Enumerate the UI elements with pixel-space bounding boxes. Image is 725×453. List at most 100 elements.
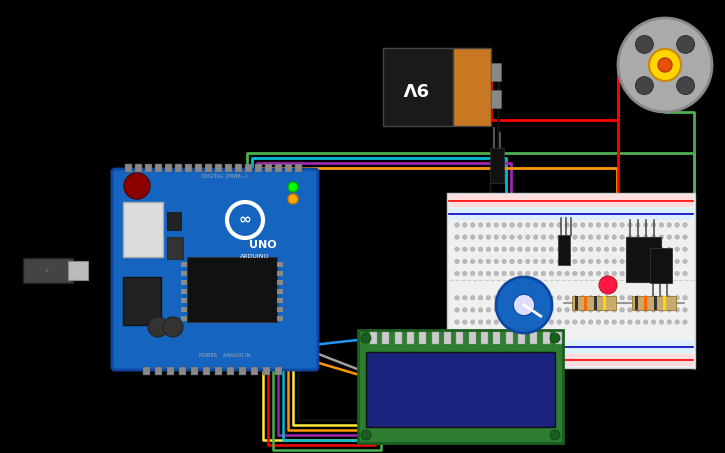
Circle shape	[471, 235, 475, 239]
Bar	[358, 330, 563, 443]
Circle shape	[620, 223, 624, 227]
Circle shape	[581, 295, 585, 300]
Bar	[277, 316, 283, 321]
Circle shape	[651, 320, 655, 324]
Circle shape	[604, 320, 608, 324]
Bar	[449, 195, 693, 207]
Circle shape	[557, 295, 561, 300]
Circle shape	[494, 271, 499, 276]
Bar	[175, 164, 182, 172]
Circle shape	[526, 271, 530, 276]
Circle shape	[455, 295, 459, 300]
Circle shape	[288, 194, 298, 204]
Circle shape	[565, 295, 569, 300]
Bar	[277, 280, 283, 285]
Circle shape	[534, 235, 538, 239]
Circle shape	[620, 235, 624, 239]
Circle shape	[573, 295, 577, 300]
Circle shape	[644, 271, 648, 276]
Circle shape	[636, 320, 640, 324]
Circle shape	[628, 271, 632, 276]
Circle shape	[534, 271, 538, 276]
Circle shape	[658, 58, 672, 72]
Bar	[195, 164, 202, 172]
Text: UNO: UNO	[249, 240, 277, 250]
Bar	[575, 296, 578, 310]
Circle shape	[581, 247, 585, 251]
Bar	[572, 296, 616, 310]
Bar	[650, 248, 672, 283]
Bar	[239, 367, 246, 375]
Circle shape	[494, 247, 499, 251]
Circle shape	[486, 247, 491, 251]
Circle shape	[518, 223, 522, 227]
Text: ARDUINO: ARDUINO	[240, 254, 270, 259]
Circle shape	[565, 271, 569, 276]
Circle shape	[651, 247, 655, 251]
Bar	[530, 332, 537, 344]
Bar	[407, 332, 414, 344]
Circle shape	[675, 271, 679, 276]
Circle shape	[667, 320, 671, 324]
Circle shape	[659, 259, 663, 264]
Bar	[558, 235, 570, 265]
Bar	[225, 164, 232, 172]
Circle shape	[518, 320, 522, 324]
Circle shape	[471, 308, 475, 312]
Circle shape	[455, 259, 459, 264]
Circle shape	[550, 333, 560, 343]
Circle shape	[644, 320, 648, 324]
Circle shape	[651, 271, 655, 276]
Bar	[145, 164, 152, 172]
Circle shape	[604, 235, 608, 239]
Circle shape	[557, 247, 561, 251]
Circle shape	[518, 235, 522, 239]
Circle shape	[486, 320, 491, 324]
Circle shape	[565, 308, 569, 312]
Circle shape	[478, 223, 483, 227]
Circle shape	[478, 308, 483, 312]
Circle shape	[502, 223, 506, 227]
Circle shape	[635, 35, 653, 53]
Circle shape	[581, 320, 585, 324]
Circle shape	[463, 320, 467, 324]
Circle shape	[463, 247, 467, 251]
Circle shape	[683, 271, 687, 276]
Circle shape	[549, 271, 554, 276]
Circle shape	[455, 320, 459, 324]
Circle shape	[542, 295, 546, 300]
Circle shape	[667, 295, 671, 300]
Bar	[185, 164, 192, 172]
Circle shape	[557, 308, 561, 312]
Circle shape	[534, 247, 538, 251]
Bar	[277, 289, 283, 294]
Circle shape	[620, 271, 624, 276]
Circle shape	[565, 247, 569, 251]
Bar	[181, 298, 187, 303]
Bar	[181, 271, 187, 276]
Circle shape	[557, 259, 561, 264]
Circle shape	[651, 259, 655, 264]
Bar	[449, 341, 693, 353]
Bar	[632, 296, 676, 310]
Bar	[444, 332, 451, 344]
Circle shape	[589, 247, 593, 251]
Circle shape	[651, 235, 655, 239]
Circle shape	[612, 235, 616, 239]
Circle shape	[478, 295, 483, 300]
Circle shape	[502, 247, 506, 251]
Circle shape	[478, 235, 483, 239]
Circle shape	[612, 247, 616, 251]
Circle shape	[628, 223, 632, 227]
Circle shape	[683, 320, 687, 324]
Bar	[481, 332, 488, 344]
Circle shape	[644, 223, 648, 227]
Circle shape	[636, 271, 640, 276]
Circle shape	[644, 259, 648, 264]
Bar	[419, 332, 426, 344]
Bar	[251, 367, 258, 375]
Circle shape	[526, 308, 530, 312]
Circle shape	[518, 259, 522, 264]
Circle shape	[463, 295, 467, 300]
Circle shape	[478, 247, 483, 251]
